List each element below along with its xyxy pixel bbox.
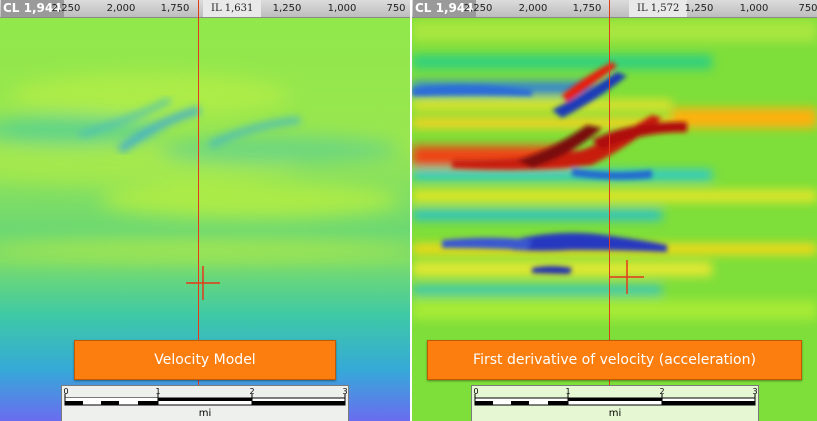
ruler-tick: 1,000 <box>739 3 769 14</box>
scale-unit: mi <box>608 408 622 419</box>
ruler-tick: 2,000 <box>106 3 136 14</box>
velocity-model-caption: Velocity Model <box>74 340 336 380</box>
scale-tick: 2 <box>249 387 255 396</box>
inline-ruler: CL 1,944 2,250 2,000 1,750 IL 1,572 1,25… <box>412 0 817 18</box>
ruler-tick: 2,000 <box>518 3 548 14</box>
scale-tick: 1 <box>565 387 571 396</box>
ruler-tick: 1,750 <box>160 3 190 14</box>
scale-tick: 3 <box>752 387 758 396</box>
crossline-label: CL 1,944 <box>1 0 64 17</box>
scale-tick: 0 <box>63 387 69 396</box>
acceleration-caption: First derivative of velocity (accelerati… <box>427 340 802 380</box>
scale-bar: 0 1 2 3 mi <box>61 385 349 421</box>
scale-bar: 0 1 2 3 mi <box>471 385 759 421</box>
scale-tick: 0 <box>473 387 479 396</box>
ruler-tick: 1,750 <box>572 3 602 14</box>
scale-tick: 3 <box>342 387 348 396</box>
ruler-tick: 1,250 <box>684 3 714 14</box>
inline-position-label: IL 1,631 <box>203 0 262 17</box>
scale-bar-graphic <box>64 394 346 406</box>
acceleration-panel[interactable]: CL 1,944 2,250 2,000 1,750 IL 1,572 1,25… <box>412 0 817 421</box>
ruler-tick: 750 <box>386 3 406 14</box>
ruler-tick: 750 <box>798 3 817 14</box>
panel-divider <box>410 0 412 421</box>
crosshair-cursor-icon <box>610 260 644 294</box>
crosshair-cursor-icon <box>186 266 220 300</box>
ruler-tick: 1,000 <box>327 3 357 14</box>
ruler-tick: 2,250 <box>51 3 81 14</box>
inline-marker-line[interactable] <box>198 0 199 421</box>
scale-tick: 2 <box>659 387 665 396</box>
crossline-label: CL 1,944 <box>413 0 476 17</box>
inline-marker-line[interactable] <box>609 0 610 421</box>
ruler-tick: 1,250 <box>272 3 302 14</box>
scale-tick: 1 <box>155 387 161 396</box>
ruler-tick: 2,250 <box>463 3 493 14</box>
scale-bar-graphic <box>474 394 756 406</box>
inline-ruler: CL 1,944 2,250 2,000 1,750 IL 1,631 1,25… <box>0 0 410 18</box>
inline-position-label: IL 1,572 <box>629 0 688 17</box>
scale-unit: mi <box>198 408 212 419</box>
velocity-model-panel[interactable]: CL 1,944 2,250 2,000 1,750 IL 1,631 1,25… <box>0 0 410 421</box>
